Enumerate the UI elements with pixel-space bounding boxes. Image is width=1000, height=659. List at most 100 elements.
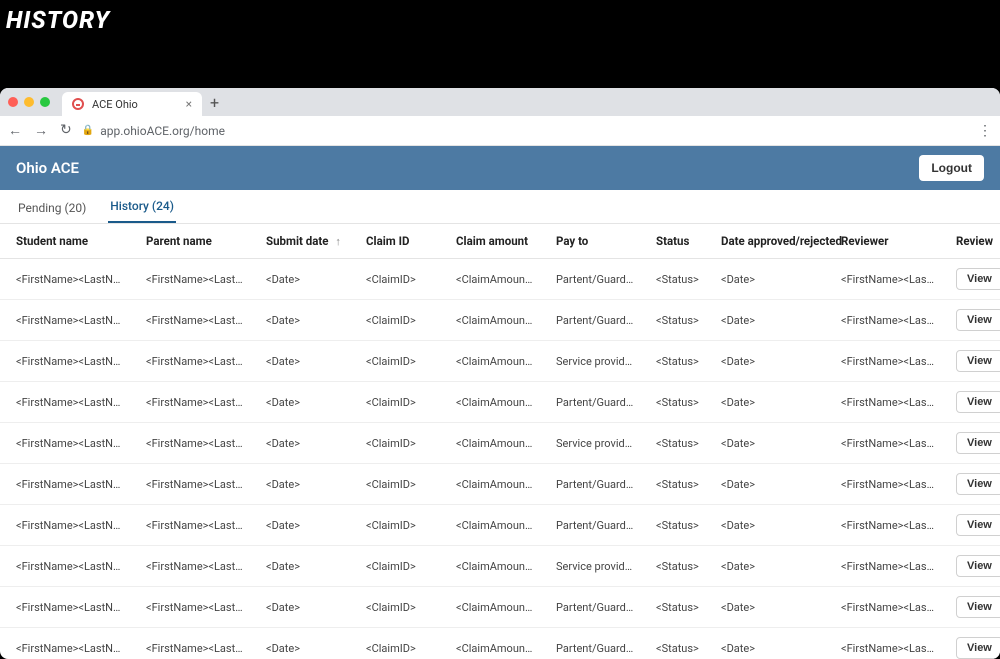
- cell-parent: <FirstName><LastName>: [130, 300, 250, 341]
- cell-student: <FirstName><LastName>: [0, 505, 130, 546]
- cell-date-approved: <Date>: [705, 341, 825, 382]
- cell-pay-to: Service provider: [540, 423, 640, 464]
- col-reviewer[interactable]: Reviewer: [825, 224, 940, 259]
- cell-review: View: [940, 341, 1000, 382]
- back-icon[interactable]: ←: [8, 122, 22, 139]
- cell-date-approved: <Date>: [705, 587, 825, 628]
- cell-review: View: [940, 464, 1000, 505]
- cell-student: <FirstName><LastName>: [0, 382, 130, 423]
- cell-amount: <ClaimAmount>: [440, 300, 540, 341]
- cell-claim-id: <ClaimID>: [350, 628, 440, 659]
- cell-pay-to: Partent/Guardian: [540, 464, 640, 505]
- cell-submit: <Date>: [250, 259, 350, 300]
- view-button[interactable]: View: [956, 514, 1000, 536]
- cell-claim-id: <ClaimID>: [350, 505, 440, 546]
- col-parent[interactable]: Parent name: [130, 224, 250, 259]
- cell-submit: <Date>: [250, 546, 350, 587]
- cell-claim-id: <ClaimID>: [350, 259, 440, 300]
- logout-button[interactable]: Logout: [919, 155, 984, 181]
- browser-menu-icon[interactable]: ⋮: [978, 123, 992, 139]
- cell-reviewer: <FirstName><LastName>: [825, 464, 940, 505]
- url-text: app.ohioACE.org/home: [100, 124, 225, 138]
- cell-review: View: [940, 423, 1000, 464]
- tab-pending[interactable]: Pending (20): [16, 201, 88, 223]
- browser-tab[interactable]: ACE Ohio ×: [62, 92, 202, 116]
- forward-icon[interactable]: →: [34, 122, 48, 139]
- cell-review: View: [940, 628, 1000, 659]
- view-button[interactable]: View: [956, 596, 1000, 618]
- app-title: Ohio ACE: [16, 159, 79, 177]
- table-row: <FirstName><LastName><FirstName><LastNam…: [0, 587, 1000, 628]
- maximize-window-icon[interactable]: [40, 97, 50, 107]
- view-button[interactable]: View: [956, 473, 1000, 495]
- cell-claim-id: <ClaimID>: [350, 423, 440, 464]
- favicon-icon: [72, 98, 84, 110]
- cell-status: <Status>: [640, 546, 705, 587]
- claims-table: Student name Parent name Submit date ↑ C…: [0, 224, 1000, 659]
- cell-submit: <Date>: [250, 505, 350, 546]
- cell-amount: <ClaimAmount>: [440, 464, 540, 505]
- cell-date-approved: <Date>: [705, 505, 825, 546]
- cell-reviewer: <FirstName><LastName>: [825, 505, 940, 546]
- cell-parent: <FirstName><LastName>: [130, 505, 250, 546]
- cell-reviewer: <FirstName><LastName>: [825, 546, 940, 587]
- cell-date-approved: <Date>: [705, 300, 825, 341]
- cell-parent: <FirstName><LastName>: [130, 341, 250, 382]
- close-tab-icon[interactable]: ×: [186, 97, 192, 111]
- cell-status: <Status>: [640, 300, 705, 341]
- col-amount[interactable]: Claim amount: [440, 224, 540, 259]
- view-button[interactable]: View: [956, 350, 1000, 372]
- cell-date-approved: <Date>: [705, 628, 825, 659]
- col-claim-id[interactable]: Claim ID: [350, 224, 440, 259]
- cell-parent: <FirstName><LastName>: [130, 546, 250, 587]
- col-status[interactable]: Status: [640, 224, 705, 259]
- browser-tabbar: ACE Ohio × +: [0, 88, 1000, 116]
- cell-review: View: [940, 382, 1000, 423]
- cell-claim-id: <ClaimID>: [350, 382, 440, 423]
- address-bar: ← → ↻ 🔒 app.ohioACE.org/home ⋮: [0, 116, 1000, 146]
- cell-student: <FirstName><LastName>: [0, 464, 130, 505]
- cell-claim-id: <ClaimID>: [350, 587, 440, 628]
- cell-submit: <Date>: [250, 423, 350, 464]
- view-button[interactable]: View: [956, 391, 1000, 413]
- minimize-window-icon[interactable]: [24, 97, 34, 107]
- cell-status: <Status>: [640, 341, 705, 382]
- col-date-approved[interactable]: Date approved/rejected: [705, 224, 825, 259]
- cell-review: View: [940, 505, 1000, 546]
- cell-parent: <FirstName><LastName>: [130, 259, 250, 300]
- cell-amount: <ClaimAmount>: [440, 259, 540, 300]
- cell-status: <Status>: [640, 628, 705, 659]
- cell-review: View: [940, 300, 1000, 341]
- cell-student: <FirstName><LastName>: [0, 259, 130, 300]
- col-submit[interactable]: Submit date ↑: [250, 224, 350, 259]
- view-button[interactable]: View: [956, 268, 1000, 290]
- view-button[interactable]: View: [956, 432, 1000, 454]
- url-display[interactable]: 🔒 app.ohioACE.org/home: [82, 124, 968, 138]
- tab-history[interactable]: History (24): [108, 199, 176, 223]
- cell-date-approved: <Date>: [705, 423, 825, 464]
- view-button[interactable]: View: [956, 555, 1000, 577]
- cell-status: <Status>: [640, 423, 705, 464]
- cell-parent: <FirstName><LastName>: [130, 628, 250, 659]
- cell-parent: <FirstName><LastName>: [130, 587, 250, 628]
- cell-reviewer: <FirstName><LastName>: [825, 300, 940, 341]
- cell-status: <Status>: [640, 259, 705, 300]
- cell-amount: <ClaimAmount>: [440, 341, 540, 382]
- cell-student: <FirstName><LastName>: [0, 423, 130, 464]
- view-button[interactable]: View: [956, 309, 1000, 331]
- col-pay-to[interactable]: Pay to: [540, 224, 640, 259]
- cell-reviewer: <FirstName><LastName>: [825, 341, 940, 382]
- cell-date-approved: <Date>: [705, 546, 825, 587]
- cell-submit: <Date>: [250, 587, 350, 628]
- cell-student: <FirstName><LastName>: [0, 341, 130, 382]
- cell-pay-to: Partent/Guardian: [540, 505, 640, 546]
- close-window-icon[interactable]: [8, 97, 18, 107]
- reload-icon[interactable]: ↻: [60, 122, 72, 139]
- cell-reviewer: <FirstName><LastName>: [825, 382, 940, 423]
- new-tab-icon[interactable]: +: [210, 93, 219, 112]
- cell-submit: <Date>: [250, 341, 350, 382]
- cell-parent: <FirstName><LastName>: [130, 382, 250, 423]
- col-student[interactable]: Student name: [0, 224, 130, 259]
- cell-reviewer: <FirstName><LastName>: [825, 423, 940, 464]
- view-button[interactable]: View: [956, 637, 1000, 659]
